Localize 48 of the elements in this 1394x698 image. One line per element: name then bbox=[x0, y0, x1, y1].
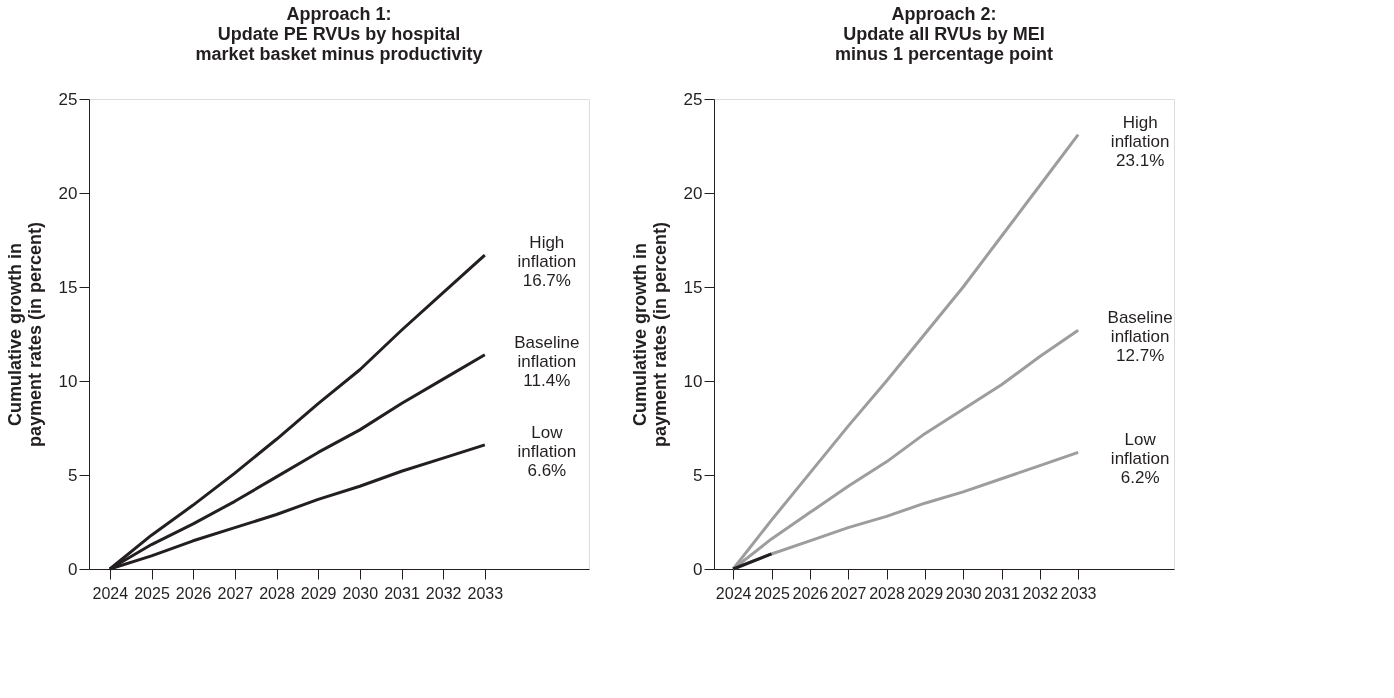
annotation: High inflation 16.7% bbox=[517, 233, 577, 291]
annotation: Low inflation 6.6% bbox=[517, 422, 577, 480]
text: Cumulative growth in bbox=[629, 242, 650, 427]
text: minus 1 percentage point bbox=[834, 44, 1054, 64]
x-tick-label: 2032 bbox=[1022, 584, 1059, 602]
x-tick-label: 2025 bbox=[134, 584, 170, 602]
x-tick-label: 2030 bbox=[945, 584, 982, 602]
x-tick-label: 2029 bbox=[300, 584, 337, 602]
x-tick-label: 2027 bbox=[217, 584, 254, 602]
y-tick-label: 25 bbox=[58, 89, 78, 109]
text: market basket minus productivity bbox=[195, 44, 483, 64]
text: payment rates (in percent) bbox=[24, 221, 45, 448]
x-tick-label: 2026 bbox=[792, 584, 829, 602]
x-tick-label: 2033 bbox=[467, 584, 504, 602]
text: Update all RVUs by MEI bbox=[843, 24, 1045, 44]
x-tick-label: 2028 bbox=[869, 584, 905, 602]
text: Update PE RVUs by hospital bbox=[217, 24, 461, 44]
x-tick-label: 2025 bbox=[754, 584, 790, 602]
x-tick-label: 2030 bbox=[342, 584, 379, 602]
annotation: Low inflation 6.2% bbox=[1110, 430, 1170, 488]
text: Approach 1: bbox=[286, 4, 392, 24]
x-tick-label: 2028 bbox=[259, 584, 295, 602]
y-tick-label: 20 bbox=[683, 183, 703, 203]
y-tick-label: 5 bbox=[68, 465, 78, 485]
annotation: Baseline inflation 11.4% bbox=[514, 332, 580, 390]
y-tick-label: 15 bbox=[683, 277, 703, 297]
text: payment rates (in percent) bbox=[649, 221, 670, 448]
x-tick-label: 2024 bbox=[715, 584, 752, 602]
text: Approach 2: bbox=[891, 4, 997, 24]
y-tick-label: 0 bbox=[693, 559, 703, 579]
annotation: Baseline inflation 12.7% bbox=[1107, 308, 1173, 366]
text: Cumulative growth in bbox=[4, 242, 25, 427]
y-tick-label: 25 bbox=[683, 89, 703, 109]
y-tick-label: 15 bbox=[58, 277, 78, 297]
annotation: High inflation 23.1% bbox=[1110, 112, 1170, 170]
y-tick-label: 5 bbox=[693, 465, 703, 485]
y-tick-label: 10 bbox=[683, 371, 703, 391]
x-tick-label: 2033 bbox=[1060, 584, 1097, 602]
x-tick-label: 2032 bbox=[425, 584, 462, 602]
x-tick-label: 2029 bbox=[907, 584, 944, 602]
y-tick-label: 20 bbox=[58, 183, 78, 203]
y-tick-label: 0 bbox=[68, 559, 78, 579]
x-tick-label: 2031 bbox=[384, 584, 420, 602]
x-tick-label: 2031 bbox=[984, 584, 1020, 602]
y-tick-label: 10 bbox=[58, 371, 78, 391]
x-tick-label: 2026 bbox=[175, 584, 212, 602]
x-tick-label: 2027 bbox=[830, 584, 867, 602]
x-tick-label: 2024 bbox=[92, 584, 129, 602]
